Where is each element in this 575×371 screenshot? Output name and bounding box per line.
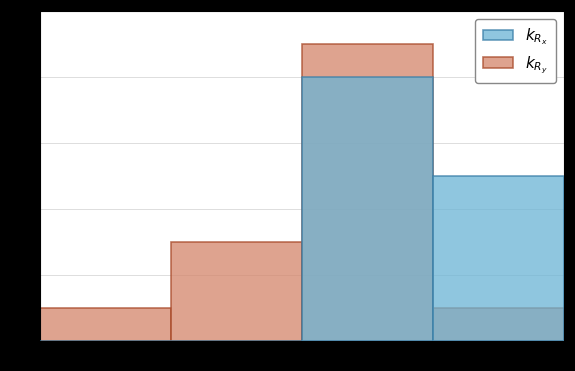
Bar [433, 308, 564, 341]
Legend: $k_{R_x}$, $k_{R_y}$: $k_{R_x}$, $k_{R_y}$ [475, 19, 556, 83]
Bar [171, 242, 302, 341]
Bar [302, 44, 433, 341]
Bar [302, 77, 433, 341]
Bar [40, 308, 171, 341]
Bar [433, 176, 564, 341]
